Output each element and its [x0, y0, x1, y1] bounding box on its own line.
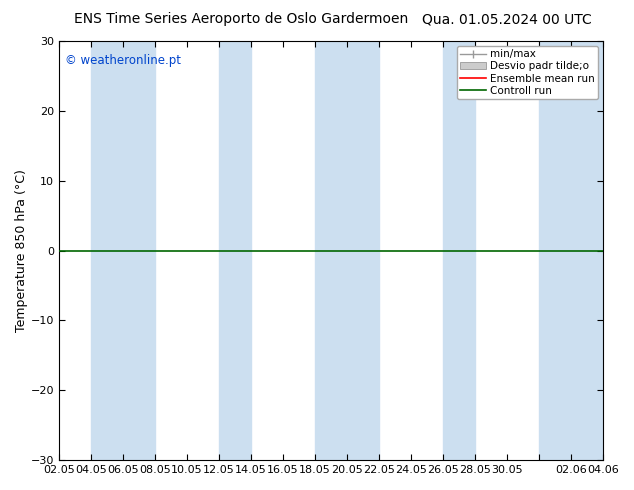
- Bar: [347, 41, 379, 460]
- Text: ENS Time Series Aeroporto de Oslo Gardermoen: ENS Time Series Aeroporto de Oslo Garder…: [74, 12, 408, 26]
- Bar: [539, 41, 571, 460]
- Bar: [219, 41, 251, 460]
- Text: © weatheronline.pt: © weatheronline.pt: [65, 53, 181, 67]
- Text: Qua. 01.05.2024 00 UTC: Qua. 01.05.2024 00 UTC: [422, 12, 592, 26]
- Bar: [571, 41, 603, 460]
- Bar: [91, 41, 123, 460]
- Bar: [443, 41, 475, 460]
- Bar: [123, 41, 155, 460]
- Bar: [315, 41, 347, 460]
- Legend: min/max, Desvio padr tilde;o, Ensemble mean run, Controll run: min/max, Desvio padr tilde;o, Ensemble m…: [456, 46, 598, 99]
- Y-axis label: Temperature 850 hPa (°C): Temperature 850 hPa (°C): [15, 169, 28, 332]
